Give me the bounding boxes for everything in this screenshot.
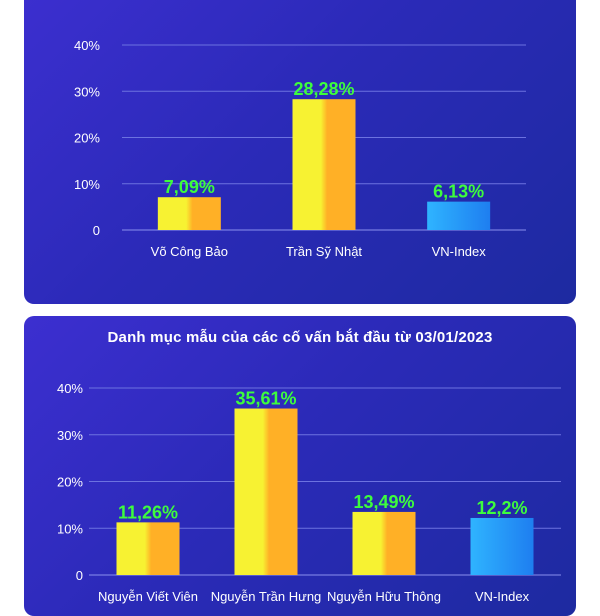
chart-card-2: Danh mục mẫu của các cố vấn bắt đầu từ 0… [24, 316, 576, 616]
category-label: Nguyễn Hữu Thông [327, 589, 441, 604]
y-tick-label: 20% [57, 475, 83, 490]
category-label: VN-Index [475, 589, 530, 604]
bar-1 [157, 197, 221, 230]
data-label: 28,28% [293, 79, 354, 99]
bar-chart-2: 0 10% 20% 30% 40% 11,26% Nguyễn Viết Viên 35,61… [57, 381, 561, 604]
y-tick-label: 0 [93, 223, 100, 238]
category-label: Nguyễn Trần Hưng [211, 589, 322, 604]
data-label: 13,49% [353, 492, 414, 512]
y-tick-label: 20% [74, 131, 100, 146]
chart-2-title: Danh mục mẫu của các cố vấn bắt đầu từ 0… [107, 329, 493, 346]
bar-2 [292, 99, 356, 230]
y-tick-label: 0 [76, 568, 83, 583]
y-tick-label: 10% [74, 177, 100, 192]
category-label: Nguyễn Viết Viên [98, 589, 198, 604]
y-tick-label: 30% [57, 428, 83, 443]
chart-card-1: 0 10% 20% 30% 40% 7,09% Võ Công Bảo 28,28% Trần … [24, 0, 576, 304]
category-label: VN-Index [432, 244, 487, 259]
bar-4 [470, 517, 534, 575]
data-label: 7,09% [164, 177, 215, 197]
category-label: Trần Sỹ Nhật [286, 244, 362, 259]
data-label: 35,61% [235, 389, 296, 409]
bar-2 [234, 408, 298, 575]
bar-3 [427, 201, 491, 230]
y-tick-label: 40% [74, 38, 100, 53]
bar-3 [352, 511, 416, 575]
y-tick-label: 40% [57, 381, 83, 396]
y-tick-label: 30% [74, 84, 100, 99]
y-tick-label: 10% [57, 521, 83, 536]
data-label: 11,26% [118, 502, 178, 522]
data-label: 6,13% [433, 182, 484, 202]
bar-chart-1: 0 10% 20% 30% 40% 7,09% Võ Công Bảo 28,28% Trần … [74, 38, 526, 259]
category-label: Võ Công Bảo [151, 244, 228, 259]
data-label: 12,2% [476, 498, 527, 518]
bar-1 [116, 522, 180, 575]
